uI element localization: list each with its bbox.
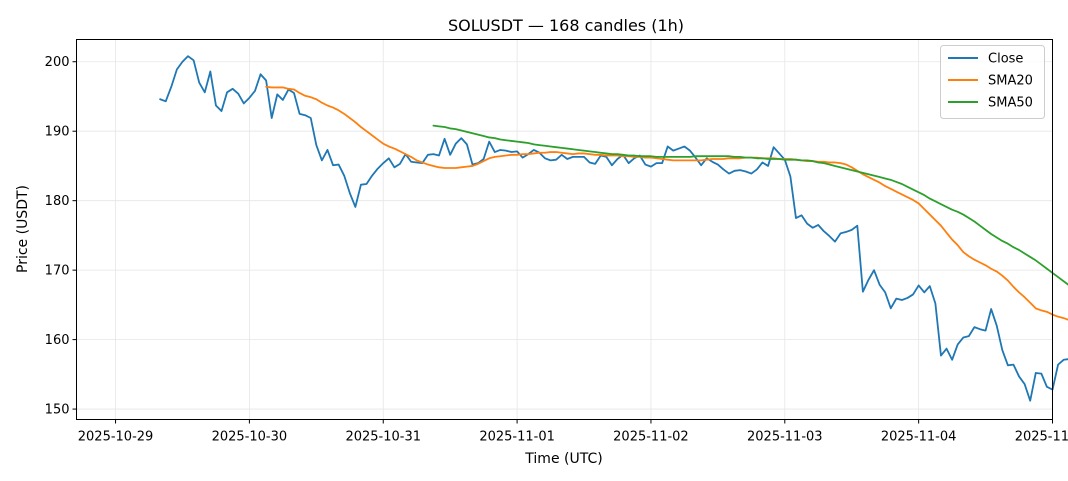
x-tick-label: 2025-11-01	[479, 430, 555, 445]
legend-label-sma50: SMA50	[988, 96, 1033, 111]
x-tick-label: 2025-11-03	[747, 430, 823, 445]
y-tick-label: 190	[45, 125, 70, 140]
chart-title: SOLUSDT — 168 candles (1h)	[448, 16, 684, 35]
x-tick-label: 2025-11-04	[881, 430, 957, 445]
y-tick-label: 150	[45, 403, 70, 418]
plot-area-frame	[76, 39, 1053, 420]
y-tick-label: 160	[45, 333, 70, 348]
x-axis: 2025-10-29 2025-10-30 2025-10-31 2025-11-01…	[78, 419, 1068, 445]
series-line-sma50	[432, 124, 1068, 286]
x-tick-label: 2025-11-02	[613, 430, 689, 445]
y-tick-label: 200	[45, 55, 70, 70]
x-axis-title: Time (UTC)	[524, 451, 602, 467]
y-tick-label: 170	[45, 264, 70, 279]
x-tick-label: 2025-10-30	[212, 430, 288, 445]
series-lines	[159, 55, 1068, 402]
legend-label-close: Close	[988, 52, 1023, 67]
x-tick-label: 2025-11-05	[1015, 430, 1068, 445]
legend: Close SMA20 SMA50	[940, 45, 1045, 119]
series-line-sma20	[265, 85, 1068, 321]
legend-box	[940, 45, 1045, 119]
x-tick-label: 2025-10-29	[78, 430, 154, 445]
legend-label-sma20: SMA20	[988, 74, 1033, 89]
y-tick-label: 180	[45, 194, 70, 209]
y-axis: 150 160 170 180 190 200	[45, 55, 77, 418]
y-axis-title: Price (USDT)	[15, 185, 31, 273]
x-tick-label: 2025-10-31	[345, 430, 421, 445]
